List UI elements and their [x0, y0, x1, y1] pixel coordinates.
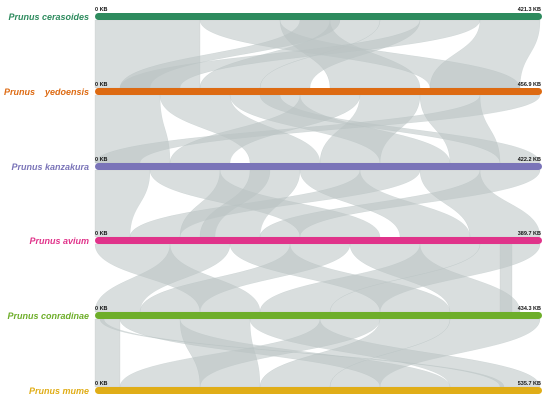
genome-label: Prunus yedoensis: [4, 87, 89, 97]
genome-bar: [95, 163, 542, 170]
genome-label: Prunus avium: [29, 236, 89, 246]
genome-tracks: Prunus cerasoides 0 KB 421.3 KB Prunus y…: [4, 7, 542, 396]
synteny-ribbon: [199, 169, 271, 238]
end-size-label: 456.9 KB: [518, 82, 541, 88]
end-size-label: 389.7 KB: [518, 231, 541, 237]
start-size-label: 0 KB: [95, 231, 108, 237]
start-size-label: 0 KB: [95, 381, 108, 387]
synteny-ribbon: [329, 243, 541, 313]
start-size-label: 0 KB: [95, 7, 108, 13]
end-size-label: 421.3 KB: [518, 7, 541, 13]
genome-bar: [95, 312, 542, 319]
genome-label: Prunus mume: [29, 386, 89, 396]
genome-bar: [95, 88, 542, 95]
genome-track: Prunus mume 0 KB 535.7 KB: [29, 381, 542, 396]
genome-track: Prunus conradinae 0 KB 434.3 KB: [7, 306, 542, 321]
genome-track: Prunus kanzakura 0 KB 422.2 KB: [11, 157, 542, 172]
end-size-label: 422.2 KB: [518, 157, 541, 163]
synteny-ribbon: [119, 19, 341, 89]
start-size-label: 0 KB: [95, 306, 108, 312]
genome-track: Prunus yedoensis 0 KB 456.9 KB: [4, 82, 542, 97]
start-size-label: 0 KB: [95, 157, 108, 163]
synteny-ribbon: [499, 243, 513, 313]
synteny-ribbon: [329, 318, 541, 388]
genome-track: Prunus avium 0 KB 389.7 KB: [29, 231, 542, 246]
genome-bar: [95, 387, 542, 394]
genome-label: Prunus kanzakura: [11, 162, 89, 172]
genome-bar: [95, 13, 542, 20]
end-size-label: 434.3 KB: [518, 306, 541, 312]
genome-label: Prunus cerasoides: [8, 12, 89, 22]
genome-track: Prunus cerasoides 0 KB 421.3 KB: [8, 7, 542, 22]
genome-label: Prunus conradinae: [7, 311, 89, 321]
synteny-ribbon: [259, 94, 541, 164]
genome-bar: [95, 237, 542, 244]
synteny-ribbon: [259, 169, 541, 238]
start-size-label: 0 KB: [95, 82, 108, 88]
synteny-ribbons: [94, 19, 541, 388]
end-size-label: 535.7 KB: [518, 381, 541, 387]
